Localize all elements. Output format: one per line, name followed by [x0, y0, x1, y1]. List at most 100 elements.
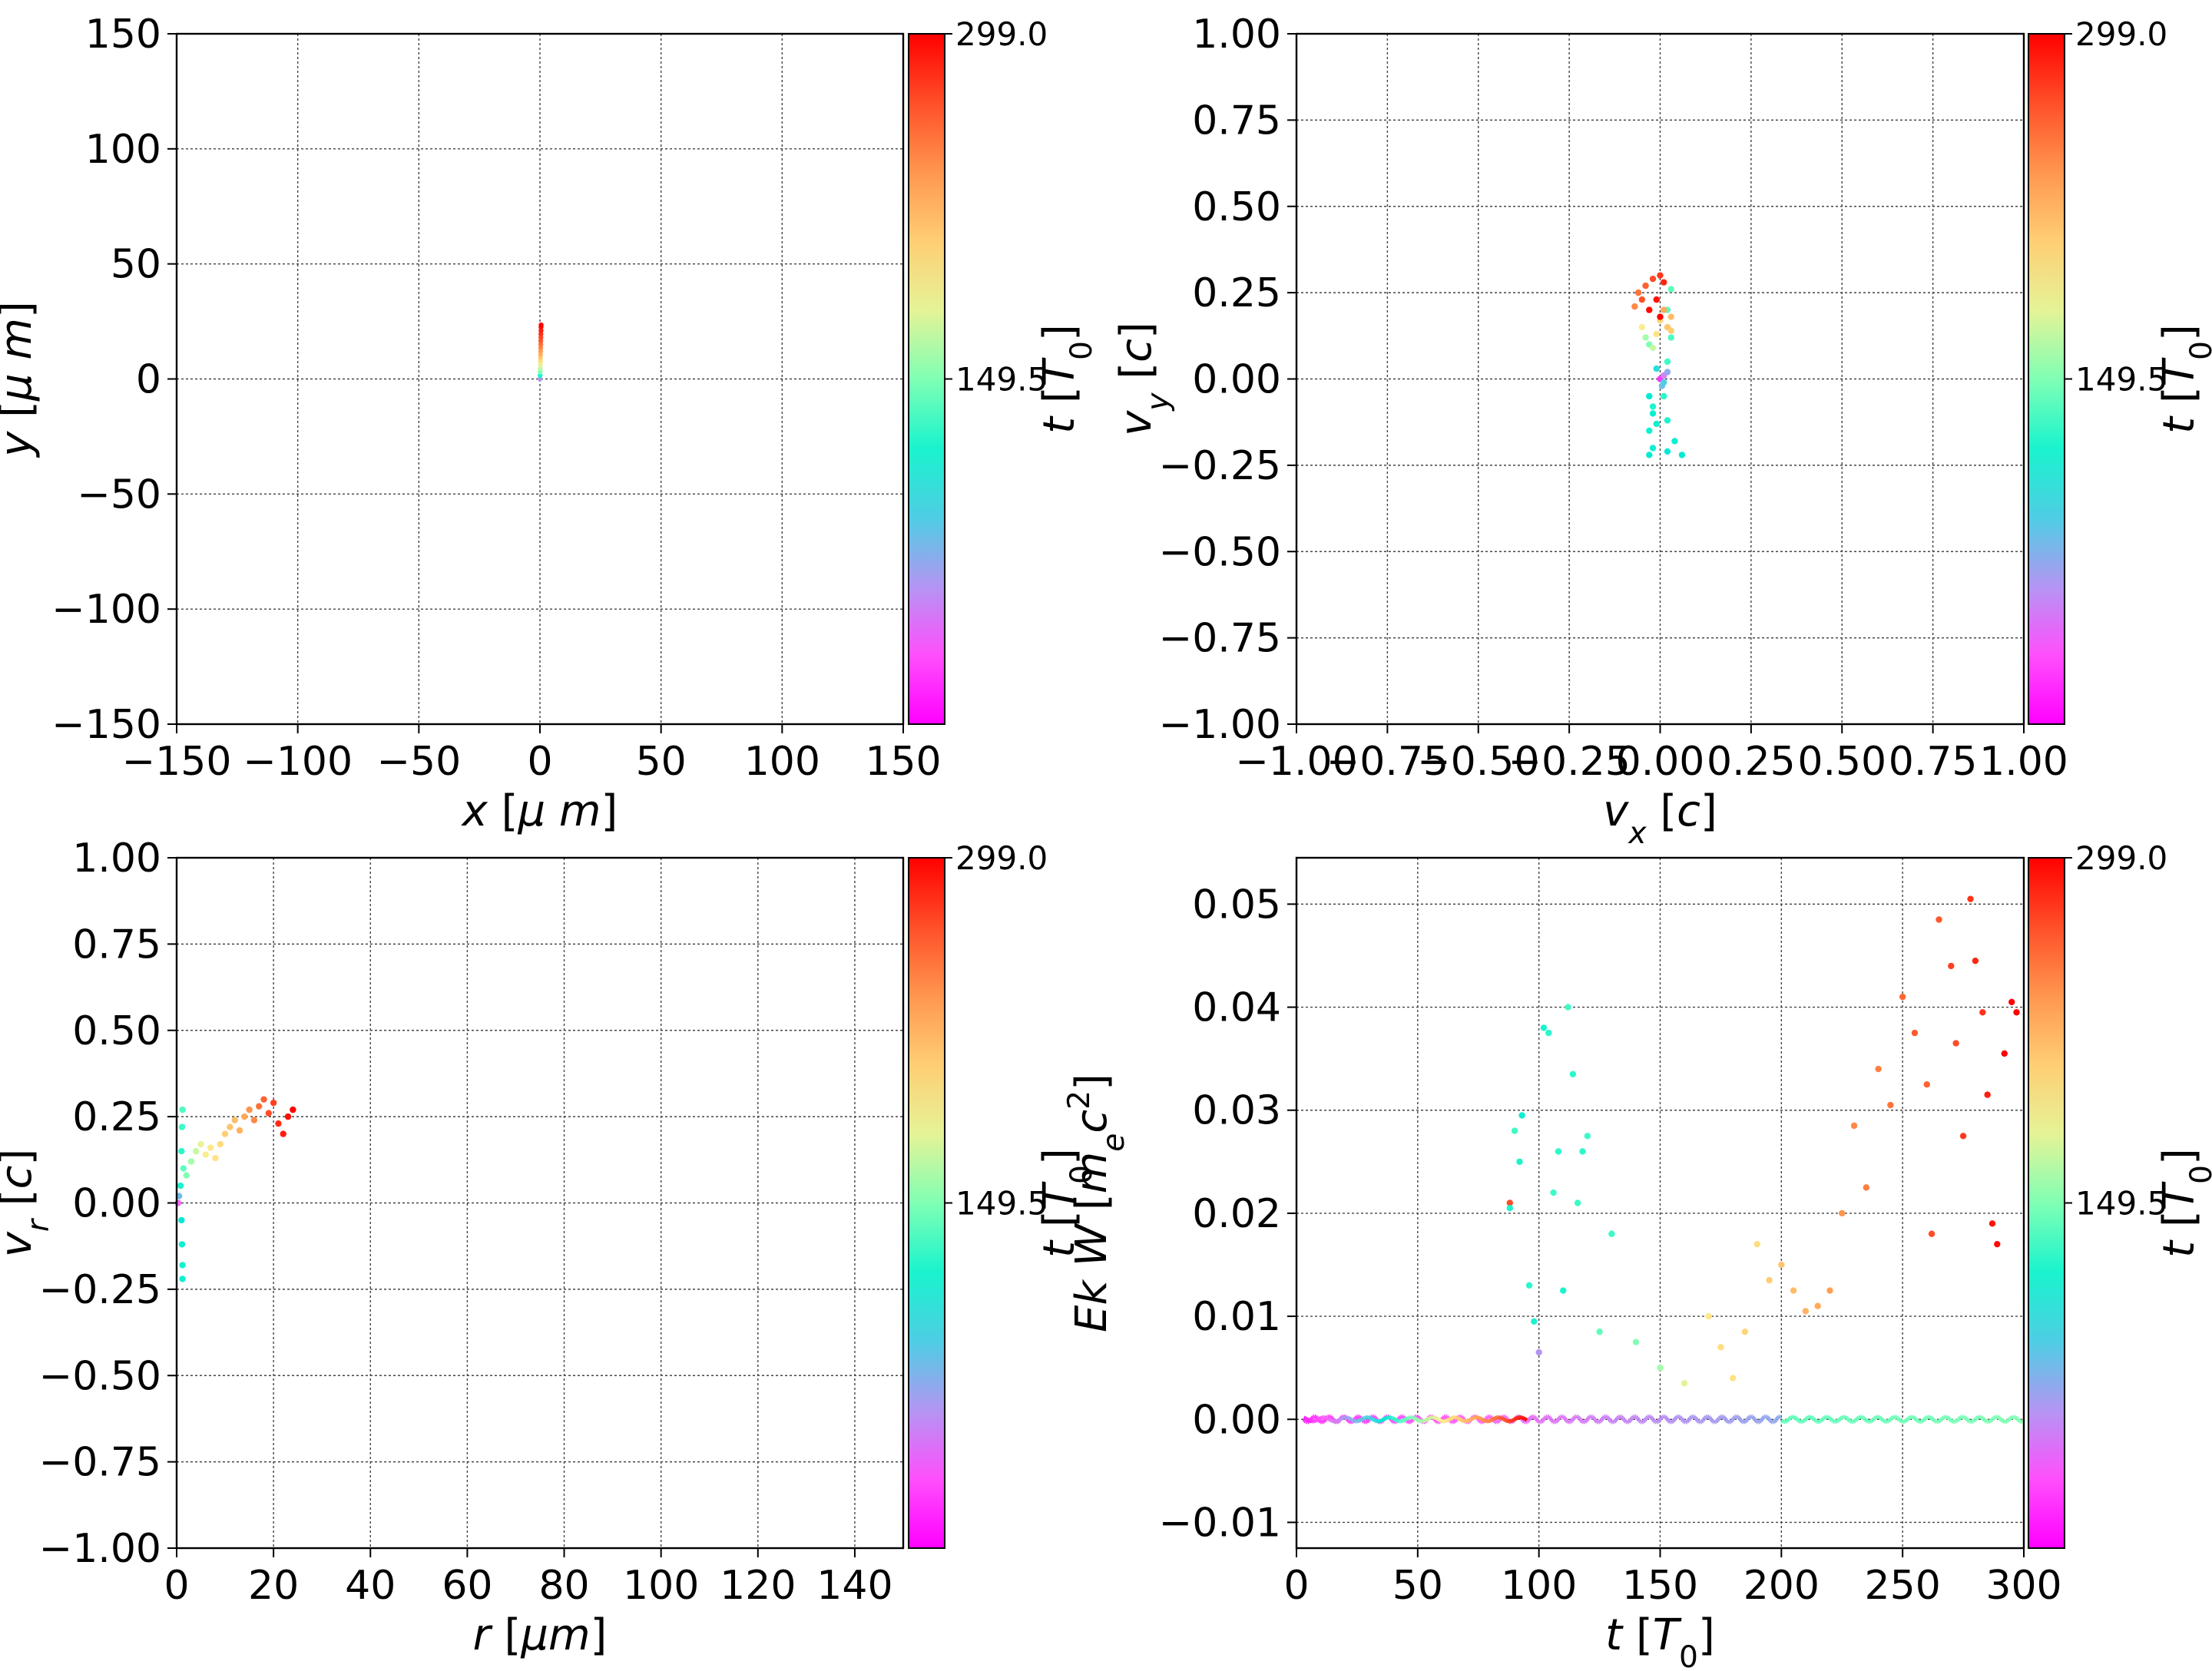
data-point [1555, 1148, 1562, 1155]
data-point [178, 1241, 186, 1248]
series-segment [1356, 1414, 1359, 1419]
data-point [1657, 313, 1664, 320]
colorbar-tick-label: 149.5 [2075, 361, 2167, 399]
y-axis-label: vr [c] [0, 1149, 56, 1258]
series-segment [1523, 1420, 1527, 1424]
y-axis-label-part: m [1067, 1152, 1117, 1194]
series-segment [1412, 1416, 1416, 1421]
x-axis-label-part: r [473, 1610, 493, 1660]
colorbar-label-part: 0 [1065, 1165, 1099, 1184]
x-axis-label: vx [c] [1603, 786, 1717, 851]
colorbar-label-part: 0 [2184, 341, 2212, 360]
data-point [1638, 296, 1646, 303]
data-point [1667, 286, 1674, 293]
y-tick-label: 0.00 [1192, 357, 1281, 403]
y-tick-label: −0.25 [39, 1267, 161, 1313]
series-segment [1313, 1414, 1317, 1419]
series-segment [1794, 1416, 1799, 1421]
series-segment [1737, 1416, 1742, 1421]
series-segment [1467, 1418, 1471, 1423]
series-segment [1660, 1415, 1664, 1420]
y-axis-label-part: y [0, 431, 41, 458]
series-segment [1684, 1420, 1687, 1424]
series-segment [1427, 1416, 1431, 1421]
data-point [1634, 289, 1642, 296]
data-point [1646, 452, 1653, 458]
data-point [178, 1123, 186, 1130]
series-segment [1979, 1415, 1982, 1419]
series-segment [1538, 1420, 1541, 1424]
y-tick-label: 0.01 [1192, 1294, 1281, 1340]
series-segment [1877, 1415, 1881, 1419]
series-segment [1497, 1418, 1502, 1422]
series-segment [1399, 1414, 1403, 1419]
series-segment [1694, 1416, 1698, 1421]
series-segment [1629, 1416, 1634, 1421]
series-segment [1998, 1416, 2002, 1421]
x-axis-label-part: 0 [1679, 1640, 1698, 1671]
x-axis-label-part: T [1653, 1610, 1682, 1660]
y-axis-label-part: [ [0, 1189, 41, 1219]
series-segment [1649, 1415, 1654, 1420]
series-segment [1395, 1418, 1399, 1423]
series-segment [1981, 1416, 1985, 1421]
series-segment [1939, 1418, 1943, 1422]
series-segment [1488, 1415, 1493, 1420]
series-segment [1796, 1418, 1800, 1422]
data-point [1653, 365, 1660, 372]
data-point [275, 1120, 282, 1127]
series-segment [1349, 1417, 1353, 1421]
series-segment [1718, 1415, 1723, 1420]
data-point [1681, 1380, 1688, 1387]
data-point [1653, 296, 1660, 303]
series-segment [1575, 1414, 1578, 1419]
series-segment [1749, 1414, 1752, 1419]
series-segment [1330, 1418, 1333, 1423]
series-segment [1721, 1415, 1726, 1420]
data-point [1531, 1318, 1538, 1325]
colorbar [908, 857, 945, 1549]
series-segment [1373, 1415, 1377, 1420]
series-segment [1765, 1415, 1770, 1420]
series-line [1780, 1415, 2025, 1424]
series-segment [1707, 1414, 1710, 1419]
series-segment [1892, 1415, 1896, 1419]
series-segment [1756, 1420, 1760, 1424]
data-point [538, 352, 543, 358]
series-segment [1619, 1414, 1622, 1419]
panel-radial-velocity: 0 20 40 60 80 100 120 140−1.00−0.75−0.50−0.250.… [0, 836, 1099, 1660]
data-point [1642, 282, 1649, 290]
series-segment [1458, 1417, 1462, 1421]
series-segment [1583, 1420, 1586, 1424]
series-segment [1616, 1415, 1621, 1420]
y-tick-label: −0.75 [1159, 616, 1281, 662]
panel-kinetic-energy: 0 50 100 150 200 250 300−0.010.000.010.020.030… [1062, 839, 2212, 1671]
series-segment [1578, 1418, 1583, 1422]
series-segment [1853, 1418, 1858, 1422]
series-segment [1663, 1414, 1666, 1419]
series-segment [1845, 1416, 1849, 1421]
series-segment [1620, 1415, 1624, 1420]
series-segment [1801, 1419, 1804, 1424]
series-segment [1678, 1415, 1683, 1420]
series-segment [1481, 1418, 1485, 1422]
series-segment [1479, 1417, 1483, 1421]
series-segment [1686, 1418, 1691, 1422]
y-tick-label: −0.25 [1159, 443, 1281, 489]
series-segment [1360, 1417, 1365, 1421]
data-point [1988, 1220, 1996, 1227]
series-segment [1657, 1418, 1662, 1422]
y-tick-label: 0.02 [1192, 1191, 1281, 1237]
series-segment [1451, 1420, 1454, 1424]
series-segment [1315, 1418, 1318, 1423]
series-line [1303, 1415, 1528, 1424]
series-segment [1700, 1418, 1706, 1422]
series-segment [1604, 1414, 1607, 1419]
series-segment [1836, 1418, 1841, 1422]
colorbar-label-part: t [2154, 415, 2204, 434]
data-point [1646, 306, 1653, 313]
data-point [1608, 1230, 1615, 1237]
data-point [1516, 1158, 1523, 1166]
series-segment [1606, 1416, 1611, 1421]
x-tick-label: 20 [248, 1563, 299, 1609]
